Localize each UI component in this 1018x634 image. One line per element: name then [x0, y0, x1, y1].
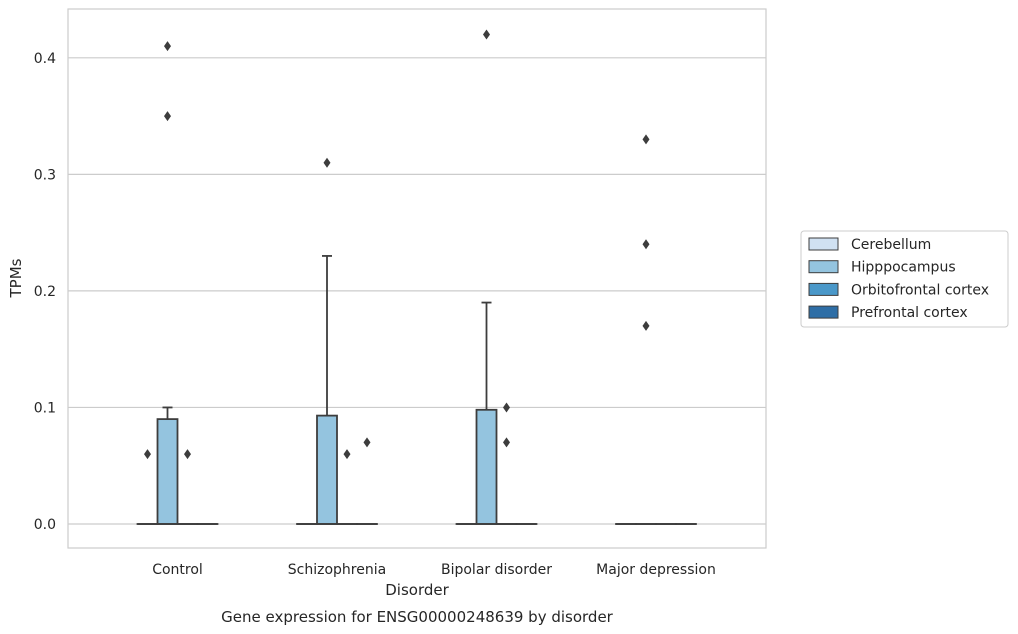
box-group	[156, 41, 179, 525]
plot-area-frame	[67, 8, 767, 549]
box-group	[635, 134, 657, 525]
box-group	[176, 449, 199, 525]
box	[316, 414, 338, 525]
outlier-point	[503, 437, 510, 448]
box-group	[356, 437, 378, 525]
legend-swatch	[808, 305, 839, 319]
legend-swatch	[808, 260, 839, 274]
outlier-point	[483, 29, 490, 40]
x-tick-label: Bipolar disorder	[441, 562, 552, 578]
legend-label: Hipppocampus	[851, 260, 956, 276]
box-group	[336, 449, 358, 525]
y-tick-label: 0.3	[34, 167, 56, 183]
box	[156, 418, 179, 525]
x-axis-ticks: Control Schizophrenia Bipolar disorder Majo…	[152, 562, 716, 578]
legend-label: Orbitofrontal cortex	[851, 282, 989, 298]
box-group	[136, 449, 159, 525]
legend-swatch	[808, 237, 839, 251]
legend-swatch	[808, 282, 839, 296]
outlier-point	[642, 134, 650, 145]
x-axis-label: Disorder	[385, 581, 449, 599]
y-tick-label: 0.4	[34, 51, 56, 67]
box	[475, 408, 498, 525]
outlier-point	[184, 449, 191, 460]
outlier-point	[343, 449, 351, 460]
y-tick-label: 0.1	[34, 400, 56, 416]
outlier-point	[503, 402, 510, 413]
outlier-point	[164, 41, 171, 52]
y-tick-label: 0.0	[34, 517, 56, 533]
x-tick-label: Schizophrenia	[288, 562, 386, 578]
x-tick-label: Control	[152, 562, 203, 578]
box-plot-marks	[136, 29, 697, 525]
outlier-point	[164, 111, 171, 122]
x-tick-label: Major depression	[596, 562, 716, 578]
legend-frame	[800, 230, 1009, 328]
outlier-point	[642, 239, 650, 250]
box-group	[316, 157, 338, 525]
legend-label: Prefrontal cortex	[851, 305, 968, 321]
outlier-point	[642, 320, 650, 331]
y-axis-ticks: 0.0 0.1 0.2 0.3 0.4	[34, 51, 56, 533]
chart-title: Gene expression for ENSG00000248639 by d…	[221, 608, 614, 626]
box-group	[495, 402, 518, 525]
outlier-point	[144, 449, 151, 460]
box-group	[475, 29, 498, 525]
outlier-point	[363, 437, 371, 448]
y-axis-label: TPMs	[7, 258, 25, 298]
legend-label: Cerebellum	[851, 237, 931, 253]
outlier-point	[323, 157, 331, 168]
legend: Cerebellum Hipppocampus Orbitofrontal cort…	[800, 230, 1009, 328]
y-tick-label: 0.2	[34, 284, 56, 300]
